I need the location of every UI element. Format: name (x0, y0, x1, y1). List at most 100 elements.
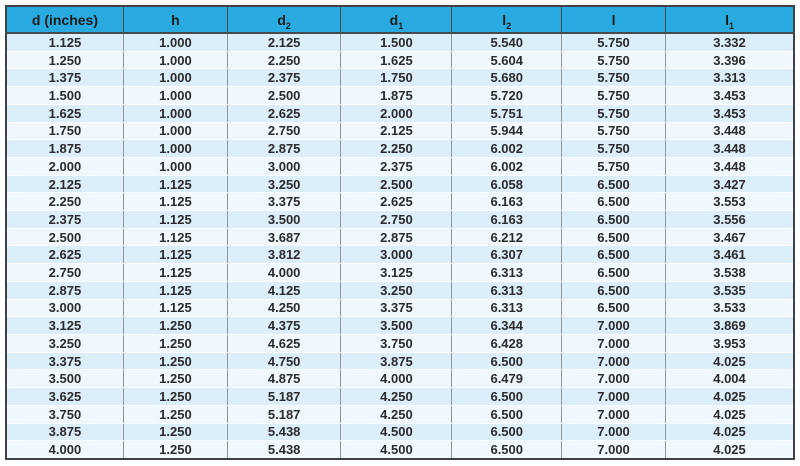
table-cell: 2.250 (227, 51, 342, 70)
table-cell: 1.250 (6, 51, 124, 70)
table-cell: 1.125 (123, 245, 228, 265)
table-cell: 2.375 (340, 157, 453, 176)
table-cell: 3.500 (340, 316, 453, 335)
table-row: 2.250 1.125 3.375 2.625 6.163 6.500 3.553 (6, 192, 794, 212)
table-cell: 4.750 (227, 352, 342, 371)
table-cell: 3.500 (6, 369, 124, 389)
column-header-l2: l2 (451, 6, 563, 34)
table-row: 2.625 1.125 3.812 3.000 6.307 6.500 3.461 (6, 245, 794, 265)
table-cell: 1.000 (123, 139, 228, 158)
table-cell: 3.448 (665, 122, 794, 141)
table-cell: 7.000 (561, 405, 667, 424)
table-cell: 7.000 (561, 352, 667, 371)
table-row: 1.250 1.000 2.250 1.625 5.604 5.750 3.396 (6, 51, 794, 70)
table-row: 2.750 1.125 4.000 3.125 6.313 6.500 3.538 (6, 263, 794, 282)
table-cell: 2.000 (6, 157, 124, 176)
table-cell: 4.025 (665, 387, 794, 406)
table-cell: 6.313 (451, 299, 563, 318)
table-cell: 1.750 (6, 122, 124, 141)
table-cell: 3.250 (227, 175, 342, 194)
column-header-l1: l1 (665, 6, 794, 34)
table-cell: 6.212 (451, 228, 563, 247)
table-cell: 2.750 (227, 122, 342, 141)
table-cell: 2.875 (340, 228, 453, 247)
table-cell: 2.750 (6, 263, 124, 282)
table-cell: 7.000 (561, 316, 667, 335)
table-cell: 2.625 (227, 104, 342, 123)
table-cell: 5.750 (561, 157, 667, 176)
table-row: 1.625 1.000 2.625 2.000 5.751 5.750 3.453 (6, 104, 794, 123)
table-cell: 6.163 (451, 192, 563, 212)
table-row: 3.250 1.250 4.625 3.750 6.428 7.000 3.953 (6, 334, 794, 353)
table-cell: 1.250 (123, 440, 228, 460)
table-cell: 6.500 (561, 263, 667, 282)
table-cell: 6.500 (561, 281, 667, 300)
table-cell: 6.500 (451, 405, 563, 424)
table-cell: 5.751 (451, 104, 563, 123)
table-cell: 2.000 (340, 104, 453, 123)
table-row: 3.500 1.250 4.875 4.000 6.479 7.000 4.004 (6, 369, 794, 389)
table-cell: 3.812 (227, 245, 342, 265)
table-cell: 1.000 (123, 104, 228, 123)
table-cell: 5.187 (227, 387, 342, 406)
table-cell: 5.750 (561, 139, 667, 158)
table-header: d (inches) h d2 d1 l2 l l1 (6, 6, 794, 34)
table-cell: 1.375 (6, 68, 124, 88)
table-cell: 4.625 (227, 334, 342, 353)
table-cell: 6.500 (451, 352, 563, 371)
table-cell: 6.500 (451, 440, 563, 460)
table-row: 1.875 1.000 2.875 2.250 6.002 5.750 3.448 (6, 139, 794, 158)
table-cell: 2.125 (6, 175, 124, 194)
table-cell: 4.000 (227, 263, 342, 282)
table-cell: 1.250 (123, 405, 228, 424)
table-cell: 6.500 (451, 423, 563, 442)
table-cell: 7.000 (561, 334, 667, 353)
table-cell: 5.540 (451, 33, 563, 52)
table-cell: 5.750 (561, 104, 667, 123)
table-cell: 1.250 (123, 423, 228, 442)
table-row: 2.125 1.125 3.250 2.500 6.058 6.500 3.427 (6, 175, 794, 194)
header-row: d (inches) h d2 d1 l2 l l1 (6, 6, 794, 34)
table-cell: 1.875 (340, 86, 453, 105)
table-cell: 3.375 (227, 192, 342, 212)
table-cell: 5.680 (451, 68, 563, 88)
table-cell: 1.125 (123, 228, 228, 247)
table-cell: 3.953 (665, 334, 794, 353)
table-cell: 3.875 (6, 423, 124, 442)
table-cell: 7.000 (561, 369, 667, 389)
table-cell: 6.002 (451, 139, 563, 158)
table-cell: 3.453 (665, 104, 794, 123)
table-cell: 2.875 (6, 281, 124, 300)
table-cell: 4.025 (665, 352, 794, 371)
table-cell: 3.500 (227, 210, 342, 229)
table-cell: 6.344 (451, 316, 563, 335)
table-row: 3.125 1.250 4.375 3.500 6.344 7.000 3.869 (6, 316, 794, 335)
column-header-d-inches: d (inches) (6, 6, 124, 34)
table-cell: 2.500 (6, 228, 124, 247)
table-cell: 5.944 (451, 122, 563, 141)
table-cell: 3.535 (665, 281, 794, 300)
table-cell: 3.869 (665, 316, 794, 335)
table-cell: 3.313 (665, 68, 794, 88)
table-cell: 7.000 (561, 387, 667, 406)
table-cell: 2.500 (340, 175, 453, 194)
table-cell: 6.313 (451, 281, 563, 300)
table-cell: 3.396 (665, 51, 794, 70)
table-cell: 2.875 (227, 139, 342, 158)
table-cell: 6.500 (561, 228, 667, 247)
table-cell: 4.250 (340, 387, 453, 406)
table-cell: 6.500 (561, 192, 667, 212)
table-cell: 2.125 (227, 33, 342, 52)
table-cell: 6.500 (561, 245, 667, 265)
table-cell: 1.000 (123, 86, 228, 105)
table-cell: 5.750 (561, 68, 667, 88)
table-cell: 6.163 (451, 210, 563, 229)
table-row: 2.875 1.125 4.125 3.250 6.313 6.500 3.535 (6, 281, 794, 300)
table-cell: 1.000 (123, 33, 228, 52)
table-cell: 1.250 (123, 316, 228, 335)
table-cell: 4.250 (227, 299, 342, 318)
table-cell: 7.000 (561, 440, 667, 460)
table-cell: 4.025 (665, 423, 794, 442)
table-cell: 1.875 (6, 139, 124, 158)
